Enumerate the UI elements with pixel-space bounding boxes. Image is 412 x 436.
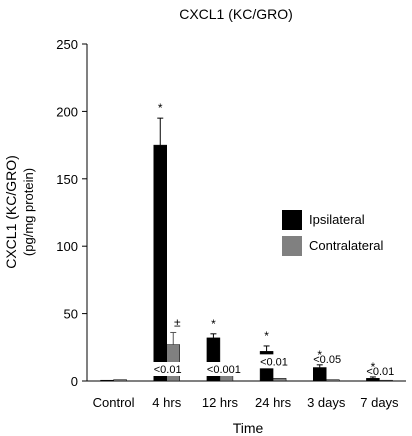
y-axis-label-line2: (pg/mg protein) <box>21 168 36 256</box>
bar-contralateral <box>113 379 127 382</box>
p-value-label: <0.01 <box>260 356 288 368</box>
legend: Ipsilateral Contralateral <box>282 210 384 256</box>
p-value-background <box>204 362 249 376</box>
legend-label-ipsilateral: Ipsilateral <box>309 212 365 227</box>
y-tick-label: 0 <box>71 374 78 389</box>
x-tick-label: 3 days <box>307 395 346 410</box>
significance-marker: * <box>211 317 216 331</box>
bar-contralateral <box>326 379 340 382</box>
y-ticks: 0 50 100 150 200 250 <box>56 37 87 389</box>
bar-ipsilateral <box>100 379 114 382</box>
x-ticks: Control 4 hrs 12 hrs 24 hrs 3 days 7 days <box>93 395 399 410</box>
bar-contralateral <box>219 375 234 382</box>
p-value-label: <0.01 <box>366 366 394 378</box>
significance-marker: * <box>317 348 322 362</box>
significance-marker: ± <box>174 315 181 329</box>
significance-marker: * <box>371 360 376 374</box>
legend-label-contralateral: Contralateral <box>309 238 384 253</box>
bar-ipsilateral <box>366 378 380 382</box>
y-tick-label: 200 <box>56 104 78 119</box>
x-tick-label: 7 days <box>360 395 399 410</box>
bar-contralateral <box>272 378 287 382</box>
p-value-label: <0.05 <box>313 354 341 366</box>
p-value-background <box>258 354 296 369</box>
y-tick-label: 100 <box>56 239 78 254</box>
y-axis-label: CXCL1 (KC/GRO) (pg/mg protein) <box>3 155 36 269</box>
chart-title: CXCL1 (KC/GRO) <box>179 6 293 22</box>
x-tick-label: 24 hrs <box>255 395 292 410</box>
bars: *±<0.01*<0.001*<0.01*<0.05*<0.01 <box>100 101 394 382</box>
x-tick-label: Control <box>93 395 135 410</box>
y-axis-label-line1: CXCL1 (KC/GRO) <box>3 155 19 269</box>
x-axis-label: Time <box>233 420 264 436</box>
p-value-label: <0.001 <box>207 364 241 376</box>
bar-ipsilateral <box>313 367 327 382</box>
bar-ipsilateral <box>153 144 167 382</box>
significance-marker: * <box>264 329 269 343</box>
legend-swatch-contralateral <box>282 236 302 256</box>
significance-marker: * <box>158 101 163 115</box>
bar-contralateral <box>379 379 393 382</box>
x-tick-label: 12 hrs <box>202 395 239 410</box>
p-value-background <box>151 362 189 376</box>
p-value-label: <0.01 <box>154 364 182 376</box>
y-tick-label: 250 <box>56 37 78 52</box>
y-tick-label: 50 <box>64 307 78 322</box>
y-tick-label: 150 <box>56 172 78 187</box>
x-tick-label: 4 hrs <box>152 395 181 410</box>
legend-swatch-ipsilateral <box>282 210 302 230</box>
